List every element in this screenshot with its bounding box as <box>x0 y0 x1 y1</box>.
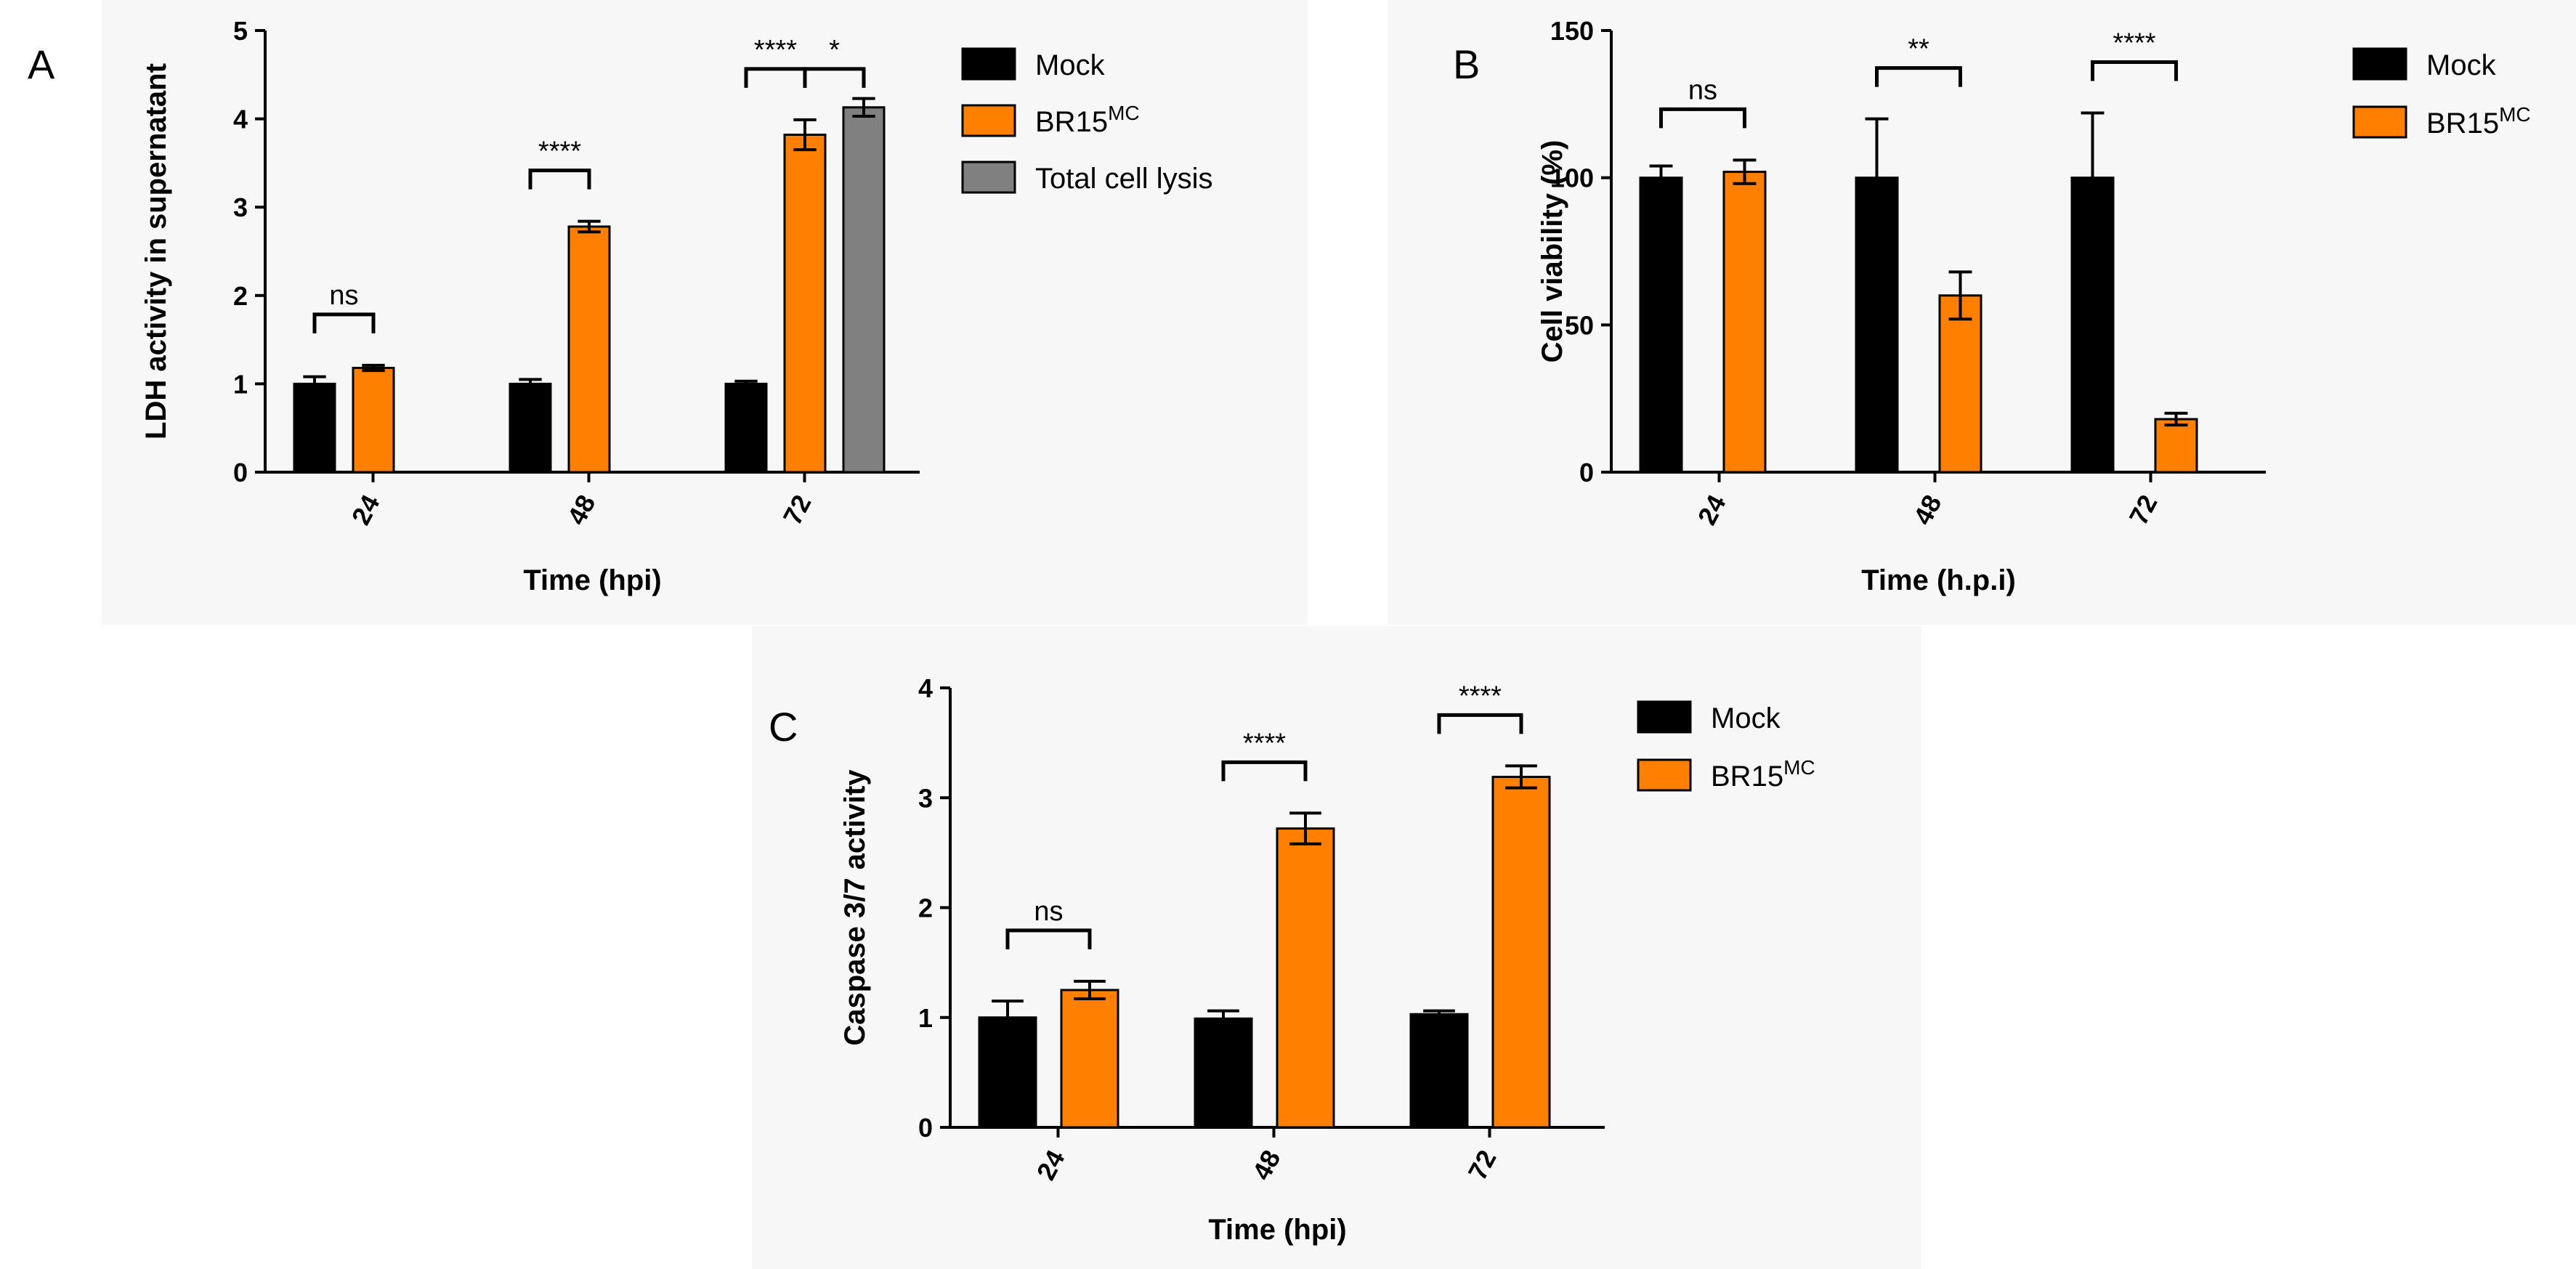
panel-a-significance-bracket <box>803 67 866 88</box>
panel-b-significance-bracket <box>2091 60 2178 81</box>
panel-a-significance-label: **** <box>754 35 797 65</box>
panel-c-bar-mock-48 <box>1194 1017 1253 1129</box>
panel-a-significance-label: * <box>829 35 840 65</box>
panel-c-significance-bracket <box>1437 713 1523 734</box>
panel-a-bar-br15-48 <box>567 225 611 474</box>
panel-b-bar-br15-24 <box>1722 171 1767 474</box>
panel-b-legend-label: Mock <box>2426 49 2497 81</box>
panel-c-significance-label: ns <box>1034 896 1063 927</box>
panel-c-y-axis-label: Caspase 3/7 activity <box>839 769 871 1046</box>
panel-a-y-tick-label: 0 <box>233 458 248 487</box>
panel-a-significance-bracket <box>312 312 376 333</box>
panel-a-bar-br15-72 <box>783 133 827 474</box>
panel-c-y-tick-label: 1 <box>918 1003 933 1033</box>
panel-b-significance-bracket <box>1659 107 1746 129</box>
panel-b-y-tick-label: 50 <box>1565 310 1594 340</box>
panel-c-label: C <box>769 704 798 750</box>
panel-a-legend-label: BR15MC <box>1035 102 1140 138</box>
panel-a-bar-mock-72 <box>724 382 768 474</box>
panel-a-background <box>102 0 1308 625</box>
panel-a-label: A <box>28 41 55 87</box>
panel-c-background <box>752 626 1921 1269</box>
panel-c-bar-mock-24 <box>978 1016 1037 1129</box>
panel-a-y-axis-label: LDH activity in supernatant <box>140 63 172 439</box>
panel-b-legend-swatch <box>2352 105 2407 139</box>
panel-a-bar-total-cell-lysis-72 <box>842 106 886 474</box>
panel-c-y-tick-label: 3 <box>918 783 933 813</box>
panel-a-legend-swatch <box>961 104 1016 137</box>
panel-a-y-tick-label: 1 <box>233 369 248 399</box>
panel-b-bar-br15-48 <box>1938 294 1982 474</box>
panel-b-significance-bracket <box>1875 66 1962 87</box>
panel-c-y-tick-label: 0 <box>918 1113 933 1143</box>
panel-b-significance-label: ns <box>1688 75 1717 105</box>
panel-c-legend-label: Mock <box>1711 702 1781 734</box>
panel-c-significance-label: **** <box>1243 728 1286 758</box>
panel-b-y-tick-label: 100 <box>1550 163 1594 193</box>
panel-c-legend-swatch <box>1637 758 1692 792</box>
panel-c-x-axis-label: Time (hpi) <box>1208 1214 1346 1246</box>
panel-a-bar-mock-24 <box>293 382 336 474</box>
panel-c-legend-label: BR15MC <box>1711 756 1815 792</box>
panel-c-significance-bracket <box>1221 760 1308 782</box>
panel-a-significance-label: **** <box>538 137 581 167</box>
panel-a-legend-swatch <box>961 161 1016 194</box>
panel-b-bar-br15-72 <box>2154 418 2198 474</box>
panel-a-significance-bracket <box>528 169 591 190</box>
panel-a-y-tick-label: 3 <box>233 192 248 222</box>
panel-b-y-tick-label: 0 <box>1579 458 1594 487</box>
panel-b-legend-swatch <box>2352 47 2407 81</box>
panel-b-bar-mock-24 <box>1639 177 1683 474</box>
panel-a-legend-label: Total cell lysis <box>1035 163 1213 195</box>
panel-c-bar-br15-24 <box>1060 989 1119 1129</box>
panel-b-legend-label: BR15MC <box>2426 103 2531 139</box>
panel-b-label: B <box>1453 41 1480 87</box>
panel-a-x-axis-label: Time (hpi) <box>523 564 661 596</box>
panel-a-legend-label: Mock <box>1035 49 1106 81</box>
panel-c-legend-swatch <box>1637 700 1692 734</box>
panel-a-legend-swatch <box>961 47 1016 81</box>
panel-a-bar-br15-24 <box>352 367 395 474</box>
panel-c-significance-label: **** <box>1459 681 1502 711</box>
panel-c-significance-bracket <box>1005 928 1092 949</box>
panel-b-significance-label: **** <box>2113 28 2155 58</box>
panel-c-y-tick-label: 2 <box>918 893 933 923</box>
panel-a-y-tick-label: 2 <box>233 281 248 311</box>
panel-a-significance-label: ns <box>329 280 358 311</box>
panel-b-y-tick-label: 150 <box>1550 16 1594 46</box>
panel-c-bar-br15-48 <box>1276 827 1335 1129</box>
panel-c-bar-mock-72 <box>1409 1013 1469 1129</box>
panel-c-bar-br15-72 <box>1491 776 1551 1129</box>
panel-a-bar-mock-48 <box>509 382 552 474</box>
panel-a-y-tick-label: 4 <box>233 105 248 134</box>
panel-b-y-axis-label: Cell viability (%) <box>1536 140 1568 363</box>
panel-b-significance-label: ** <box>1908 34 1929 65</box>
panel-c-y-tick-label: 4 <box>918 673 933 703</box>
panel-a-y-tick-label: 5 <box>233 16 248 46</box>
panel-b-x-axis-label: Time (h.p.i) <box>1861 564 2016 596</box>
